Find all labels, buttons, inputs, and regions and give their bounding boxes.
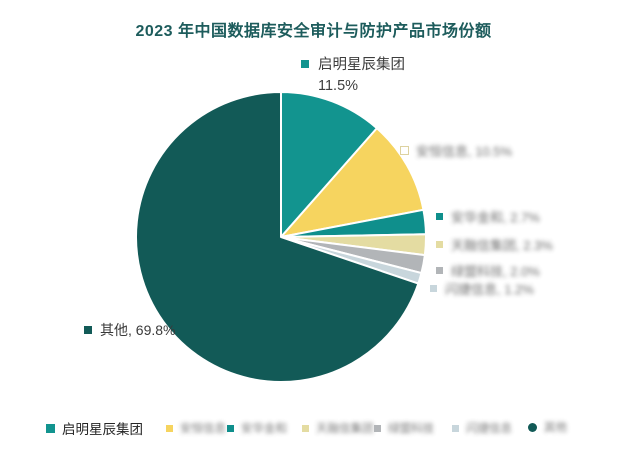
series-marker-anheng-icon xyxy=(400,146,409,155)
callout-qimingxingchen-name: 启明星辰集团 xyxy=(318,57,405,73)
legend-item-tianrongxin: 天融信集团 xyxy=(302,420,374,436)
callout-shanjie: 闪捷信息, 1.2% xyxy=(430,279,534,298)
legend-label-qimingxingchen: 启明星辰集团 xyxy=(62,422,143,437)
callout-qimingxingchen-value: 11.5% xyxy=(318,78,359,95)
callout-anheng-label: 安恒信息, 10.5% xyxy=(416,144,513,159)
pie-slice-其他 xyxy=(135,91,420,383)
legend-label-shanjie: 闪捷信息 xyxy=(466,423,512,435)
series-marker-shanjie-icon xyxy=(430,285,437,292)
legend-marker-qita-icon xyxy=(528,422,537,432)
series-marker-anhua-icon xyxy=(436,213,443,220)
legend-marker-tianrongxin-icon xyxy=(302,424,309,432)
legend-item-qita: 其他 xyxy=(528,419,567,435)
pie-slice-启明星辰集团 xyxy=(280,91,378,238)
callout-lvmeng: 绿盟科技, 2.0% xyxy=(436,261,540,280)
legend-item-anhua: 安华金和 xyxy=(227,420,287,436)
callout-lvmeng-label: 绿盟科技, 2.0% xyxy=(451,264,540,279)
legend-marker-qimingxingchen-icon xyxy=(46,423,55,433)
series-marker-lvmeng-icon xyxy=(436,267,443,274)
callout-qimingxingchen-label: 启明星辰集团 11.5% xyxy=(318,55,405,97)
series-marker-qimingxingchen-icon xyxy=(301,60,309,68)
callout-qita: 其他, 69.8% xyxy=(84,320,175,340)
chart-title: 2023 年中国数据库安全审计与防护产品市场份额 xyxy=(135,23,492,40)
series-marker-qita-icon xyxy=(84,326,92,334)
legend-label-anheng: 安恒信息 xyxy=(180,423,226,435)
callout-shanjie-label: 闪捷信息, 1.2% xyxy=(445,282,534,297)
callout-tianrongxin: 天融信集团, 2.3% xyxy=(436,235,553,254)
legend-marker-anheng-icon xyxy=(166,424,173,432)
callout-qimingxingchen: 启明星辰集团 11.5% xyxy=(301,55,405,97)
callout-tianrongxin-label: 天融信集团, 2.3% xyxy=(451,238,553,253)
legend-item-shanjie: 闪捷信息 xyxy=(452,420,512,436)
legend-label-qita: 其他 xyxy=(544,422,567,434)
callout-anhua-label: 安华金和, 2.7% xyxy=(451,210,540,225)
pie-slice-安恒信息 xyxy=(280,127,425,238)
legend-item-lvmeng: 绿盟科技 xyxy=(374,420,434,436)
callout-qita-label: 其他, 69.8% xyxy=(100,322,176,338)
legend-label-lvmeng: 绿盟科技 xyxy=(388,423,434,435)
legend-label-anhua: 安华金和 xyxy=(241,423,287,435)
pie-chart xyxy=(135,91,427,383)
callout-anhua: 安华金和, 2.7% xyxy=(436,207,540,226)
legend-label-tianrongxin: 天融信集团 xyxy=(316,423,374,435)
legend-marker-lvmeng-icon xyxy=(374,424,381,432)
legend-item-anheng: 安恒信息 xyxy=(166,420,226,436)
legend-item-qimingxingchen: 启明星辰集团 xyxy=(46,418,143,438)
legend-marker-anhua-icon xyxy=(227,424,234,432)
legend-marker-shanjie-icon xyxy=(452,424,459,432)
series-marker-tianrongxin-icon xyxy=(436,241,443,248)
callout-anheng: 安恒信息, 10.5% xyxy=(400,141,512,160)
